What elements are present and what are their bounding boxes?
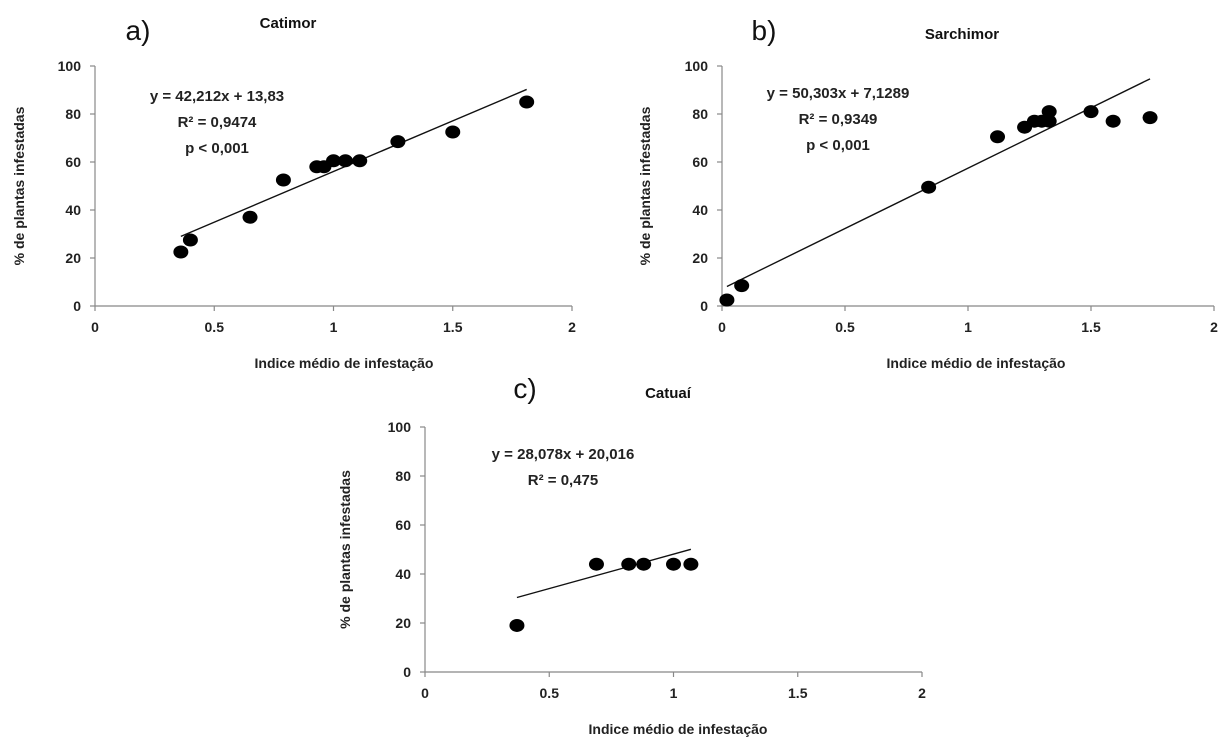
- panel-label: b): [752, 15, 777, 46]
- x-tick-label: 2: [918, 685, 926, 701]
- y-tick-label: 20: [395, 615, 411, 631]
- x-tick-label: 0.5: [835, 319, 855, 335]
- y-tick-label: 0: [403, 664, 411, 680]
- x-tick-label: 0: [718, 319, 726, 335]
- y-tick-label: 80: [395, 468, 411, 484]
- data-point: [326, 154, 341, 168]
- chart-panel-0: a) Catimor 0 20 40 60 80 100 0 0.5 1 1.5 2 Indice méd…: [11, 15, 576, 371]
- y-tick-label: 100: [58, 58, 82, 74]
- chart-title: Sarchimor: [925, 26, 999, 43]
- x-tick-label: 1: [964, 319, 972, 335]
- regression-annotation: y = 28,078x + 20,016: [492, 446, 635, 463]
- data-point: [683, 557, 699, 571]
- y-tick-label: 100: [685, 58, 709, 74]
- regression-annotation: p < 0,001: [806, 137, 870, 154]
- data-point: [1083, 105, 1099, 119]
- regression-annotation: R² = 0,9474: [178, 114, 257, 131]
- data-point: [182, 233, 198, 247]
- panel-label: c): [513, 373, 536, 404]
- trend-line: [726, 78, 1151, 288]
- y-tick-label: 60: [65, 154, 81, 170]
- data-point: [390, 135, 406, 149]
- y-tick-label: 60: [692, 154, 708, 170]
- data-point: [621, 557, 637, 571]
- data-point: [588, 557, 604, 571]
- y-tick-label: 100: [388, 419, 412, 435]
- regression-annotation: R² = 0,9349: [799, 111, 878, 128]
- data-point: [1142, 111, 1158, 125]
- data-point: [666, 557, 681, 571]
- y-tick-label: 40: [395, 566, 411, 582]
- y-tick-label: 80: [692, 106, 708, 122]
- y-axis-label: % de plantas infestadas: [637, 106, 653, 265]
- data-point: [275, 173, 291, 187]
- x-tick-label: 0: [421, 685, 429, 701]
- regression-annotation: y = 50,303x + 7,1289: [767, 85, 910, 102]
- data-point: [242, 210, 258, 224]
- data-point: [509, 618, 525, 632]
- y-tick-label: 40: [65, 202, 81, 218]
- x-tick-label: 1: [670, 685, 678, 701]
- data-point: [719, 293, 735, 307]
- data-point: [636, 557, 652, 571]
- data-point: [921, 180, 937, 194]
- data-point: [445, 125, 461, 139]
- trend-line: [516, 548, 692, 599]
- data-point: [1105, 114, 1121, 128]
- x-tick-label: 2: [568, 319, 576, 335]
- x-tick-label: 0: [91, 319, 99, 335]
- y-axis-label: % de plantas infestadas: [337, 470, 353, 629]
- x-tick-label: 1.5: [788, 685, 808, 701]
- x-tick-label: 2: [1210, 319, 1218, 335]
- data-point: [352, 154, 368, 168]
- y-tick-label: 0: [73, 298, 81, 314]
- chart-panel-2: c) Catuaí 0 20 40 60 80 100 0 0.5 1 1.5 2 Indice médi…: [337, 373, 926, 737]
- y-tick-label: 0: [700, 298, 708, 314]
- y-axis-label: % de plantas infestadas: [11, 106, 27, 265]
- x-tick-label: 1.5: [443, 319, 463, 335]
- data-point: [173, 245, 189, 259]
- regression-annotation: y = 42,212x + 13,83: [150, 88, 284, 105]
- x-axis-label: Indice médio de infestação: [887, 355, 1066, 371]
- chart-panel-1: b) Sarchimor 0 20 40 60 80 100 0 0.5 1 1.5 2 Indice m…: [637, 15, 1218, 371]
- data-point: [1041, 114, 1057, 128]
- y-tick-label: 20: [692, 250, 708, 266]
- x-tick-label: 0.5: [540, 685, 560, 701]
- x-axis-label: Indice médio de infestação: [255, 355, 434, 371]
- chart-title: Catimor: [260, 15, 317, 32]
- regression-annotation: R² = 0,475: [528, 472, 598, 489]
- x-tick-label: 1.5: [1081, 319, 1101, 335]
- y-tick-label: 80: [65, 106, 81, 122]
- x-tick-label: 0.5: [205, 319, 225, 335]
- data-point: [337, 154, 353, 168]
- data-point: [734, 279, 750, 293]
- y-tick-label: 60: [395, 517, 411, 533]
- data-point: [1041, 105, 1057, 119]
- panel-label: a): [126, 15, 151, 46]
- x-tick-label: 1: [330, 319, 338, 335]
- regression-annotation: p < 0,001: [185, 140, 249, 157]
- x-axis-label: Indice médio de infestação: [589, 721, 768, 737]
- data-point: [990, 130, 1006, 144]
- chart-title: Catuaí: [645, 385, 692, 402]
- y-tick-label: 20: [65, 250, 81, 266]
- y-tick-label: 40: [692, 202, 708, 218]
- data-point: [519, 95, 535, 109]
